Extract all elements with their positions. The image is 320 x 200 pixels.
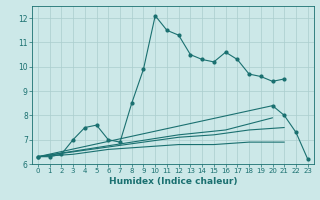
X-axis label: Humidex (Indice chaleur): Humidex (Indice chaleur) [108,177,237,186]
